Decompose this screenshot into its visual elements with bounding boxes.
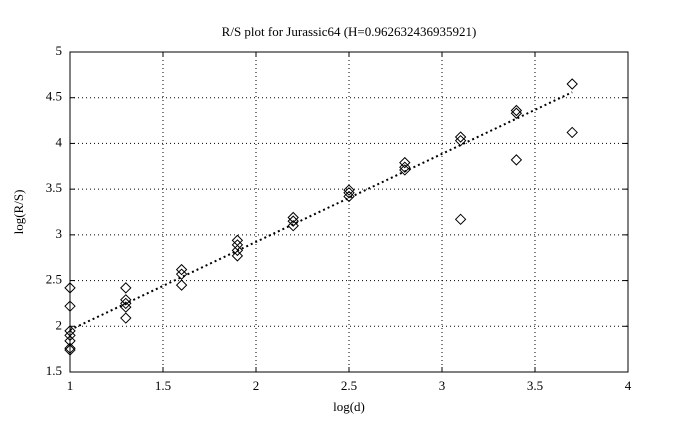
plot-frame [69,51,629,373]
chart-title: R/S plot for Jurassic64 (H=0.96263243693… [222,24,477,39]
diamond-marker [120,294,132,306]
diamond-marker [510,104,523,117]
diamond-marker [120,312,132,324]
diamond-marker [175,268,188,280]
y-tick-label: 5 [56,43,63,58]
diamond-marker [64,300,76,312]
diamond-marker [231,244,244,257]
diamond-marker [343,187,355,199]
x-tick-label: 3.5 [527,378,543,393]
diamond-marker [64,342,76,354]
diamond-marker [175,263,188,276]
y-tick-label: 1.5 [46,363,62,378]
x-tick-label: 4 [625,378,632,393]
diamond-marker [287,215,299,227]
diamond-marker [566,78,578,90]
diamond-marker [343,184,355,196]
diamond-marker [120,282,132,294]
x-axis-label: log(d) [333,399,365,414]
diamond-marker [64,335,76,347]
x-tick-label: 3 [439,378,446,393]
diamond-marker [510,154,523,166]
y-tick-label: 2.5 [46,272,62,287]
diamond-marker [510,107,523,119]
x-tick-label: 1 [67,378,74,393]
diamond-marker [64,344,76,356]
diamond-marker [566,126,578,139]
diamond-marker [454,213,467,226]
y-tick-label: 3 [56,226,63,241]
y-tick-label: 3.5 [46,180,62,195]
diamond-marker [287,220,299,232]
diamond-marker [120,301,132,313]
diamond-marker [343,190,355,203]
y-axis-label: log(R/S) [11,190,26,235]
diamond-marker [287,211,299,224]
diamond-marker [399,164,411,176]
diamond-marker [64,282,76,294]
y-tick-label: 2 [56,317,63,332]
x-tick-label: 2.5 [341,378,357,393]
x-tick-label: 2 [253,378,260,393]
diamond-marker [64,329,76,342]
diamond-marker [231,250,244,262]
y-tick-label: 4 [56,134,63,149]
diamond-marker [399,156,411,169]
diamond-marker [175,279,188,291]
x-tick-label: 1.5 [155,378,171,393]
y-tick-label: 4.5 [46,89,62,104]
diamond-marker [454,131,467,143]
